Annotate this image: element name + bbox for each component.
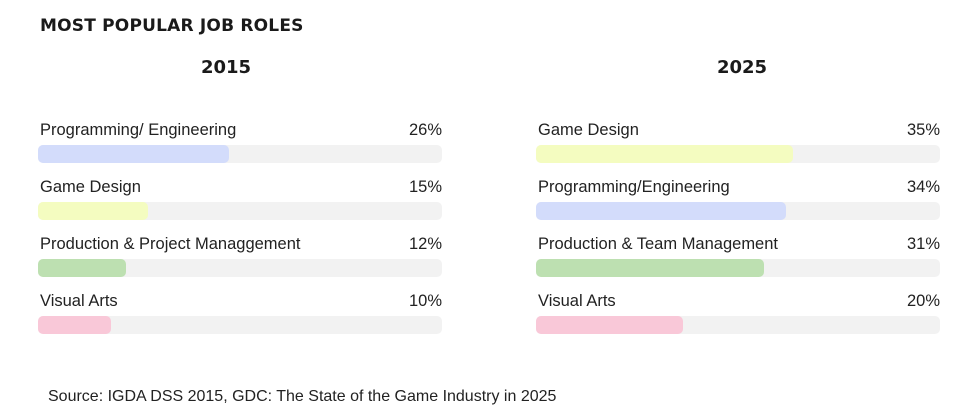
chart-title: MOST POPULAR JOB ROLES — [40, 16, 304, 36]
panel-2015: 2015 Programming/ Engineering 26% Game Des… — [38, 56, 442, 348]
bar-value-label: 15% — [408, 178, 442, 196]
bar-value-label: 12% — [408, 235, 442, 253]
bar-row: Production & Project Managgement 12% — [38, 234, 442, 291]
bar-row: Programming/ Engineering 26% — [38, 120, 442, 177]
bar-track — [536, 259, 940, 277]
bar-track — [38, 202, 442, 220]
bar-track — [536, 145, 940, 163]
bar — [38, 259, 127, 277]
bar-value-label: 20% — [906, 292, 940, 310]
bar-row: Game Design 15% — [38, 177, 442, 234]
bar-track — [38, 259, 442, 277]
bar-label: Programming/Engineering — [538, 178, 730, 196]
bar-track — [38, 316, 442, 334]
bar-label: Game Design — [40, 178, 141, 196]
bar-value-label: 26% — [408, 121, 442, 139]
bar — [536, 145, 794, 163]
bar-value-label: 31% — [906, 235, 940, 253]
bar-row: Production & Team Management 31% — [536, 234, 940, 291]
panel-year-2015: 2015 — [200, 57, 252, 78]
bar — [536, 259, 764, 277]
bar-list-2015: Programming/ Engineering 26% Game Design 15… — [38, 120, 442, 348]
bar-row: Programming/Engineering 34% — [536, 177, 940, 234]
bar — [38, 316, 112, 334]
source-note: Source: IGDA DSS 2015, GDC: The State of… — [48, 388, 557, 405]
bar-label: Production & Team Management — [538, 235, 778, 253]
bar-list-2025: Game Design 35% Programming/Engineering 34%… — [536, 120, 940, 348]
bar-label: Programming/ Engineering — [40, 121, 237, 139]
bar-value-label: 10% — [408, 292, 442, 310]
bar-track — [536, 202, 940, 220]
panel-2025: 2025 Game Design 35% Programming/Engineeri… — [536, 56, 940, 348]
bar-row: Visual Arts 10% — [38, 291, 442, 348]
bar-label: Production & Project Managgement — [40, 235, 301, 253]
bar — [536, 316, 683, 334]
bar-track — [536, 316, 940, 334]
bar-row: Game Design 35% — [536, 120, 940, 177]
panel-year-2025: 2025 — [716, 57, 768, 78]
bar-track — [38, 145, 442, 163]
bar — [38, 202, 149, 220]
bar — [38, 145, 229, 163]
bar-row: Visual Arts 20% — [536, 291, 940, 348]
bar-value-label: 34% — [906, 178, 940, 196]
bar-label: Visual Arts — [40, 292, 118, 310]
bar-label: Visual Arts — [538, 292, 616, 310]
bar — [536, 202, 786, 220]
bar-label: Game Design — [538, 121, 639, 139]
bar-value-label: 35% — [906, 121, 940, 139]
